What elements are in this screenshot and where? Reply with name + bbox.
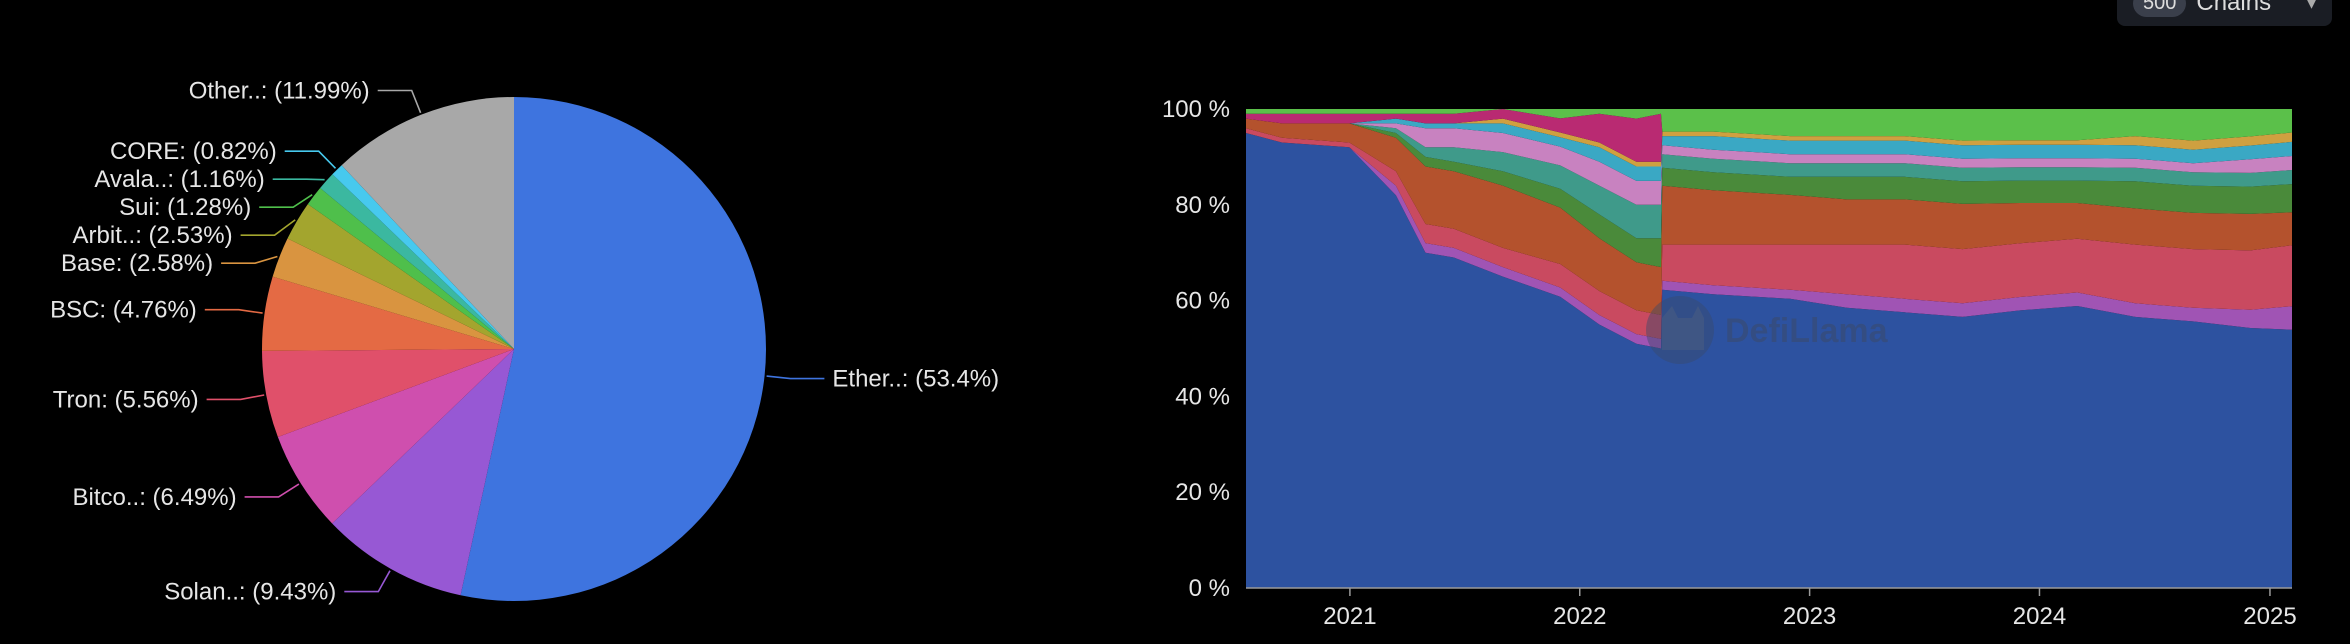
chains-dropdown-button[interactable]: 500 Chains ▾ bbox=[2117, 0, 2332, 26]
pie-label-leader-line bbox=[766, 375, 825, 380]
x-tick-label: 2023 bbox=[1783, 603, 1836, 630]
pie-label-leader-line bbox=[284, 150, 337, 169]
area-series[interactable] bbox=[1246, 118, 2292, 239]
chains-count-badge: 500 bbox=[2133, 0, 2187, 17]
x-tick-label: 2025 bbox=[2243, 603, 2296, 630]
pie-slice-label: Avala..: (1.16%) bbox=[94, 166, 264, 193]
chevron-down-icon: ▾ bbox=[2306, 0, 2316, 13]
y-tick-label: 40 % bbox=[1175, 383, 1230, 410]
y-tick-label: 100 % bbox=[1162, 96, 1230, 123]
pie-slice-label: Ether..: (53.4%) bbox=[832, 366, 999, 393]
area-series[interactable] bbox=[1246, 133, 2292, 588]
y-tick-label: 60 % bbox=[1175, 288, 1230, 315]
x-tick-label: 2024 bbox=[2013, 603, 2066, 630]
pie-label-leader-line bbox=[206, 394, 265, 401]
pie-slice[interactable] bbox=[307, 188, 514, 349]
y-tick-label: 20 % bbox=[1175, 479, 1230, 506]
area-axes: 0 % 20 % 40 % 60 % 80 % 100 % 2021 2022 2023 2024… bbox=[1162, 96, 2297, 630]
pie-slice-label: CORE: (0.82%) bbox=[110, 138, 277, 165]
area-series[interactable] bbox=[1246, 118, 2292, 167]
pie-slice-label: Base: (2.58%) bbox=[61, 250, 213, 277]
area-series[interactable] bbox=[1246, 128, 2292, 339]
area-series[interactable] bbox=[1246, 118, 2292, 181]
pie-slice[interactable] bbox=[277, 349, 514, 524]
area-layers bbox=[1246, 109, 2292, 588]
pie-label-leader-line bbox=[377, 89, 422, 114]
area-series[interactable] bbox=[1246, 118, 2292, 268]
chains-label: Chains bbox=[2196, 0, 2272, 16]
pie-slice-label: Solan..: (9.43%) bbox=[164, 579, 336, 606]
watermark-text: DefiLlama bbox=[1725, 312, 1889, 350]
area-series[interactable] bbox=[1246, 118, 2292, 205]
llama-logo-icon bbox=[1646, 296, 1714, 364]
pie-slice[interactable] bbox=[332, 165, 514, 349]
chain-dominance-area-chart: DefiLlama 0 % 20 % 40 % 60 % 80 % 100 % 2021 20… bbox=[1162, 96, 2297, 630]
pie-label-leader-line bbox=[204, 308, 263, 314]
pie-slice-label: Arbit..: (2.53%) bbox=[73, 222, 233, 249]
area-series[interactable] bbox=[1246, 109, 2292, 141]
pie-slice-label: Bitco..: (6.49%) bbox=[73, 484, 237, 511]
pie-slice-label: BSC: (4.76%) bbox=[50, 297, 197, 324]
pie-label-leader-line bbox=[240, 219, 296, 236]
pie-slice-label: Tron: (5.56%) bbox=[53, 386, 199, 413]
area-series[interactable] bbox=[1246, 118, 2292, 315]
x-tick-label: 2022 bbox=[1553, 603, 1606, 630]
x-tick-label: 2021 bbox=[1323, 603, 1376, 630]
pie-label-leader-line bbox=[272, 178, 325, 181]
pie-slice[interactable] bbox=[332, 349, 514, 596]
pie-slice[interactable] bbox=[272, 238, 514, 349]
pie-label-leader-line bbox=[221, 255, 278, 265]
pie-slice-label: Sui: (1.28%) bbox=[119, 194, 251, 221]
pie-labels: Ether..: (53.4%) Other..: (11.99%) CORE: (… bbox=[50, 78, 999, 606]
pie-slice[interactable] bbox=[460, 97, 767, 601]
pie-slice[interactable] bbox=[262, 349, 514, 438]
pie-label-leader-line bbox=[244, 483, 300, 498]
defillama-watermark: DefiLlama bbox=[1646, 296, 1889, 364]
chain-share-pie-chart: Ether..: (53.4%) Other..: (11.99%) CORE: (… bbox=[50, 78, 999, 606]
pie-slice[interactable] bbox=[341, 97, 514, 349]
area-series[interactable] bbox=[1246, 109, 2292, 162]
pie-slices bbox=[262, 97, 767, 601]
pie-slice[interactable] bbox=[320, 174, 514, 349]
y-tick-label: 0 % bbox=[1189, 575, 1230, 602]
pie-slice-label: Other..: (11.99%) bbox=[189, 78, 370, 105]
pie-slice[interactable] bbox=[287, 204, 514, 349]
pie-slice[interactable] bbox=[262, 276, 514, 351]
y-tick-label: 80 % bbox=[1175, 192, 1230, 219]
pie-label-leader-line bbox=[344, 570, 391, 593]
pie-label-leader-line bbox=[259, 194, 313, 208]
